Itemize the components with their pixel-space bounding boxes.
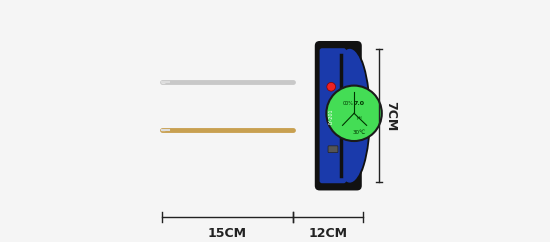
Text: 30℃: 30℃	[353, 130, 366, 135]
FancyBboxPatch shape	[320, 48, 346, 183]
FancyBboxPatch shape	[328, 146, 338, 153]
Text: 7CM: 7CM	[384, 101, 397, 131]
Circle shape	[326, 86, 382, 141]
Text: 15CM: 15CM	[208, 227, 247, 240]
Ellipse shape	[331, 49, 369, 183]
Text: 12CM: 12CM	[309, 227, 348, 240]
Text: 00%: 00%	[343, 101, 354, 106]
Text: pH: pH	[356, 116, 362, 120]
Ellipse shape	[329, 46, 371, 186]
Text: 7.0: 7.0	[354, 101, 365, 106]
Text: LY-201: LY-201	[329, 108, 334, 123]
FancyBboxPatch shape	[315, 41, 362, 190]
Circle shape	[327, 83, 336, 91]
